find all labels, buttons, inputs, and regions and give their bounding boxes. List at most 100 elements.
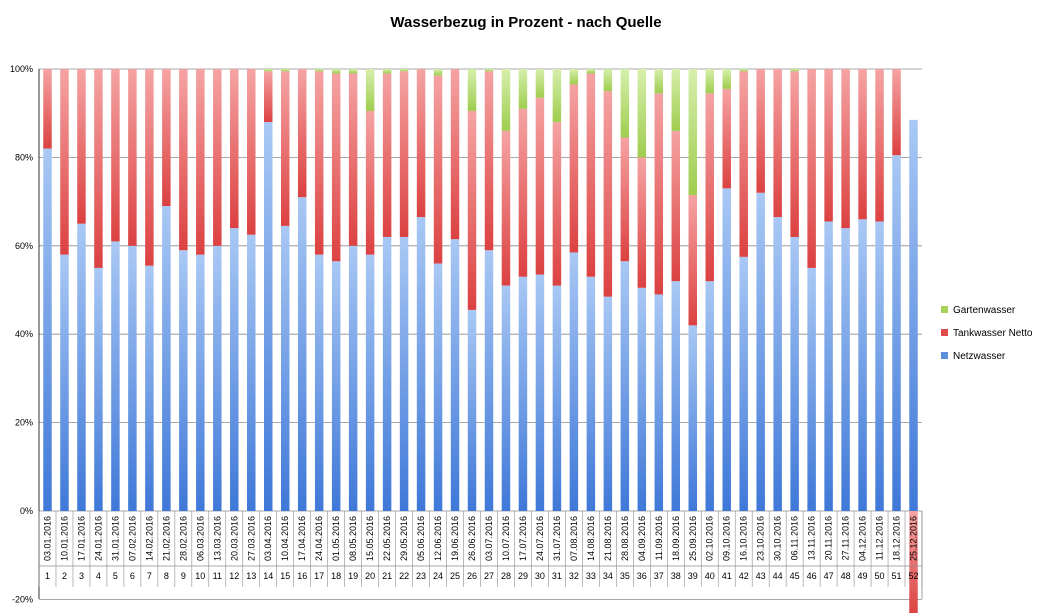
bar-segment-netzwasser	[230, 228, 239, 511]
bar-segment-netzwasser	[467, 309, 477, 511]
bar-segment-tankwasser-netto	[280, 71, 290, 226]
y-tick-label: 80%	[15, 152, 33, 162]
x-category-label: 21	[382, 571, 392, 581]
bar-segment-tankwasser-netto	[620, 137, 630, 262]
bar-segment-netzwasser	[501, 285, 511, 511]
x-category-label: 47	[824, 571, 834, 581]
bar-segment-gartenwasser	[790, 69, 799, 72]
bar-segment-netzwasser	[518, 276, 528, 511]
bar-segment-tankwasser-netto	[773, 69, 782, 218]
bar-segment-tankwasser-netto	[230, 69, 239, 229]
x-axis-category-labels: 03.01.2016 1 10.01.2016 2 17.01.2016 3 24.01.2…	[42, 516, 918, 581]
bar-segment-netzwasser	[722, 188, 731, 511]
x-category-label: 38	[671, 571, 681, 581]
x-date-label: 17.07.2016	[518, 516, 528, 561]
bar-segment-netzwasser	[909, 119, 918, 511]
bar-segment-tankwasser-netto	[467, 110, 477, 310]
bar-segment-gartenwasser	[654, 69, 664, 94]
bar-segment-netzwasser	[569, 252, 579, 511]
x-category-label: 35	[620, 571, 630, 581]
x-date-label: 03.04.2016	[263, 516, 273, 561]
x-date-label: 02.10.2016	[705, 516, 715, 561]
bar-segment-netzwasser	[94, 267, 103, 511]
bar-segment-gartenwasser	[535, 69, 545, 98]
bar-segment-netzwasser	[824, 221, 833, 512]
bar-segment-tankwasser-netto	[637, 157, 647, 288]
x-category-label: 4	[96, 571, 101, 581]
bar-segment-gartenwasser	[637, 69, 647, 158]
bar-segment-netzwasser	[773, 217, 782, 511]
x-date-label: 25.12.2016	[909, 516, 919, 561]
x-date-label: 17.04.2016	[297, 516, 307, 561]
x-date-label: 26.06.2016	[467, 516, 477, 561]
x-category-label: 48	[841, 571, 851, 581]
bar-segment-tankwasser-netto	[331, 73, 341, 262]
x-date-label: 27.03.2016	[246, 516, 256, 561]
bar-segment-tankwasser-netto	[162, 69, 171, 207]
bar-segment-tankwasser-netto	[128, 69, 137, 246]
bar-segment-netzwasser	[331, 261, 341, 511]
bar-segment-netzwasser	[247, 234, 256, 511]
x-category-label: 28	[501, 571, 511, 581]
bar-segment-tankwasser-netto	[365, 110, 375, 255]
bar-segment-tankwasser-netto	[196, 69, 205, 255]
bar-segment-tankwasser-netto	[94, 69, 103, 268]
x-category-label: 2	[62, 571, 67, 581]
x-date-label: 13.03.2016	[212, 516, 222, 561]
bar-segment-netzwasser	[875, 221, 884, 512]
x-category-label: 6	[130, 571, 135, 581]
bar-segment-netzwasser	[433, 263, 443, 511]
bar-segment-tankwasser-netto	[247, 69, 256, 235]
x-category-label: 32	[569, 571, 579, 581]
legend-swatch	[941, 306, 948, 313]
bar-segment-netzwasser	[535, 274, 545, 511]
bar-segment-gartenwasser	[382, 69, 392, 74]
bar-segment-tankwasser-netto	[756, 69, 765, 193]
bar-segment-tankwasser-netto	[858, 69, 867, 220]
bar-segment-tankwasser-netto	[688, 194, 698, 326]
x-category-label: 11	[213, 571, 222, 581]
x-category-label: 44	[773, 571, 783, 581]
x-category-label: 12	[229, 571, 239, 581]
bar-segment-tankwasser-netto	[416, 69, 426, 218]
bar-segment-netzwasser	[145, 265, 154, 511]
x-category-label: 16	[297, 571, 307, 581]
y-tick-label: 0%	[20, 506, 33, 516]
x-date-label: 01.05.2016	[331, 516, 341, 561]
y-tick-label: 60%	[15, 241, 33, 251]
bar-segment-gartenwasser	[688, 69, 698, 195]
bar-segment-tankwasser-netto	[501, 130, 511, 286]
x-category-label: 39	[688, 571, 698, 581]
x-date-label: 20.11.2016	[824, 516, 834, 560]
legend-swatch	[941, 329, 948, 336]
x-date-label: 18.12.2016	[892, 516, 902, 561]
x-category-label: 10	[195, 571, 205, 581]
x-date-label: 03.01.2016	[42, 516, 52, 561]
bar-segment-netzwasser	[484, 250, 494, 511]
x-category-label: 8	[164, 571, 169, 581]
x-date-label: 17.01.2016	[76, 516, 86, 561]
bar-segment-netzwasser	[705, 281, 714, 511]
x-category-label: 18	[331, 571, 341, 581]
x-date-label: 25.09.2016	[688, 516, 698, 561]
bar-segment-netzwasser	[654, 294, 664, 511]
bar-segment-tankwasser-netto	[909, 511, 918, 613]
bar-segment-gartenwasser	[671, 69, 681, 131]
x-date-label: 11.09.2016	[654, 516, 664, 560]
x-date-label: 21.08.2016	[603, 516, 613, 561]
bar-segment-netzwasser	[60, 254, 69, 511]
x-date-label: 29.05.2016	[399, 516, 409, 561]
bar-segment-gartenwasser	[518, 69, 528, 109]
x-date-label: 14.02.2016	[144, 516, 154, 561]
bar-segment-netzwasser	[314, 254, 324, 511]
x-date-label: 19.06.2016	[450, 516, 460, 561]
x-date-label: 23.10.2016	[756, 516, 766, 561]
y-tick-label: 40%	[15, 329, 33, 339]
x-category-label: 34	[603, 571, 613, 581]
bar-segment-netzwasser	[756, 192, 765, 511]
x-category-label: 31	[552, 571, 562, 581]
x-category-label: 9	[181, 571, 186, 581]
bar-segment-gartenwasser	[603, 69, 613, 92]
bar-segment-tankwasser-netto	[382, 73, 392, 237]
x-date-label: 13.11.2016	[807, 516, 817, 560]
